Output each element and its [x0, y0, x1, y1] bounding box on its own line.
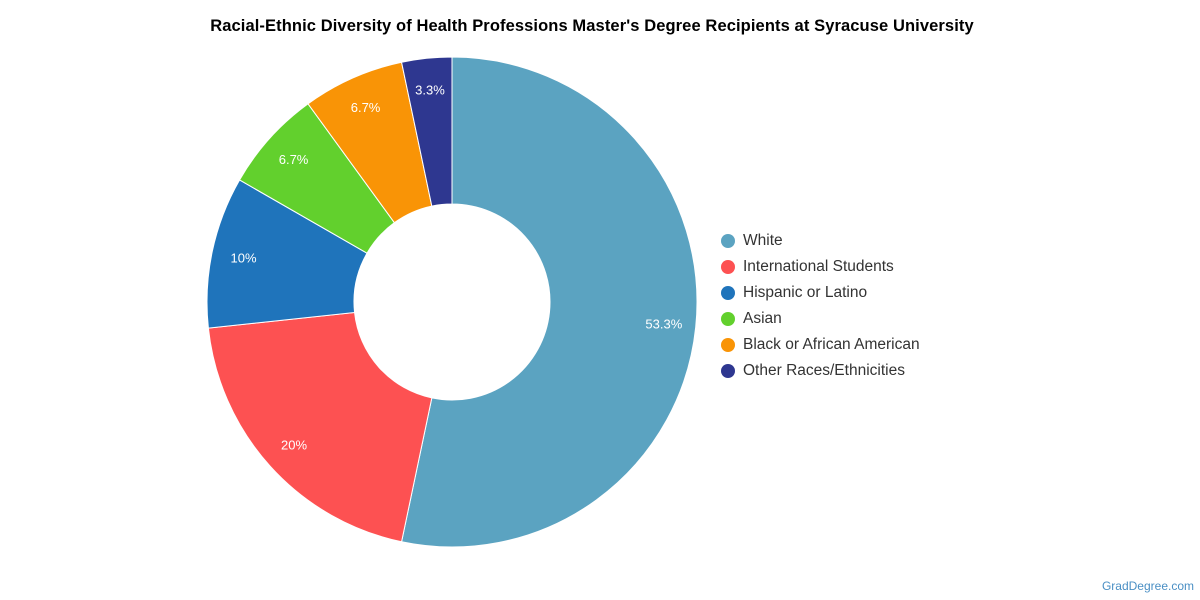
legend-swatch-white: [721, 234, 735, 248]
slice-label-asian: 6.7%: [279, 152, 309, 167]
legend-item-international-students[interactable]: International Students: [721, 254, 920, 280]
legend-swatch-international-students: [721, 260, 735, 274]
legend-label: Black or African American: [743, 336, 920, 353]
legend-item-other-races-ethnicities[interactable]: Other Races/Ethnicities: [721, 358, 920, 384]
chart-legend: White International Students Hispanic or L…: [721, 228, 920, 384]
legend-swatch-hispanic-or-latino: [721, 286, 735, 300]
legend-label: Other Races/Ethnicities: [743, 362, 905, 379]
legend-item-asian[interactable]: Asian: [721, 306, 920, 332]
chart-title: Racial-Ethnic Diversity of Health Profes…: [210, 17, 974, 35]
slice-label-white: 53.3%: [645, 317, 682, 332]
legend-swatch-asian: [721, 312, 735, 326]
slice-label-hispanic-or-latino: 10%: [231, 251, 257, 266]
legend-item-hispanic-or-latino[interactable]: Hispanic or Latino: [721, 280, 920, 306]
legend-swatch-other-races-ethnicities: [721, 364, 735, 378]
slice-white[interactable]: [400, 56, 698, 548]
legend-label: Hispanic or Latino: [743, 284, 868, 301]
watermark-credit: GradDegree.com: [1101, 579, 1194, 593]
legend-label: Asian: [743, 310, 782, 327]
slice-label-other-races-ethnicities: 3.3%: [415, 83, 445, 98]
slice-label-black-or-african-american: 6.7%: [351, 100, 381, 115]
legend-item-white[interactable]: White: [721, 228, 920, 254]
legend-label: White: [743, 232, 783, 249]
legend-label: International Students: [743, 258, 894, 275]
slice-other-races-ethnicities[interactable]: [400, 56, 453, 207]
legend-item-black-or-african-american[interactable]: Black or African American: [721, 332, 920, 358]
slice-international-students[interactable]: [207, 311, 433, 543]
legend-swatch-black-or-african-american: [721, 338, 735, 352]
slice-label-international-students: 20%: [281, 437, 307, 452]
